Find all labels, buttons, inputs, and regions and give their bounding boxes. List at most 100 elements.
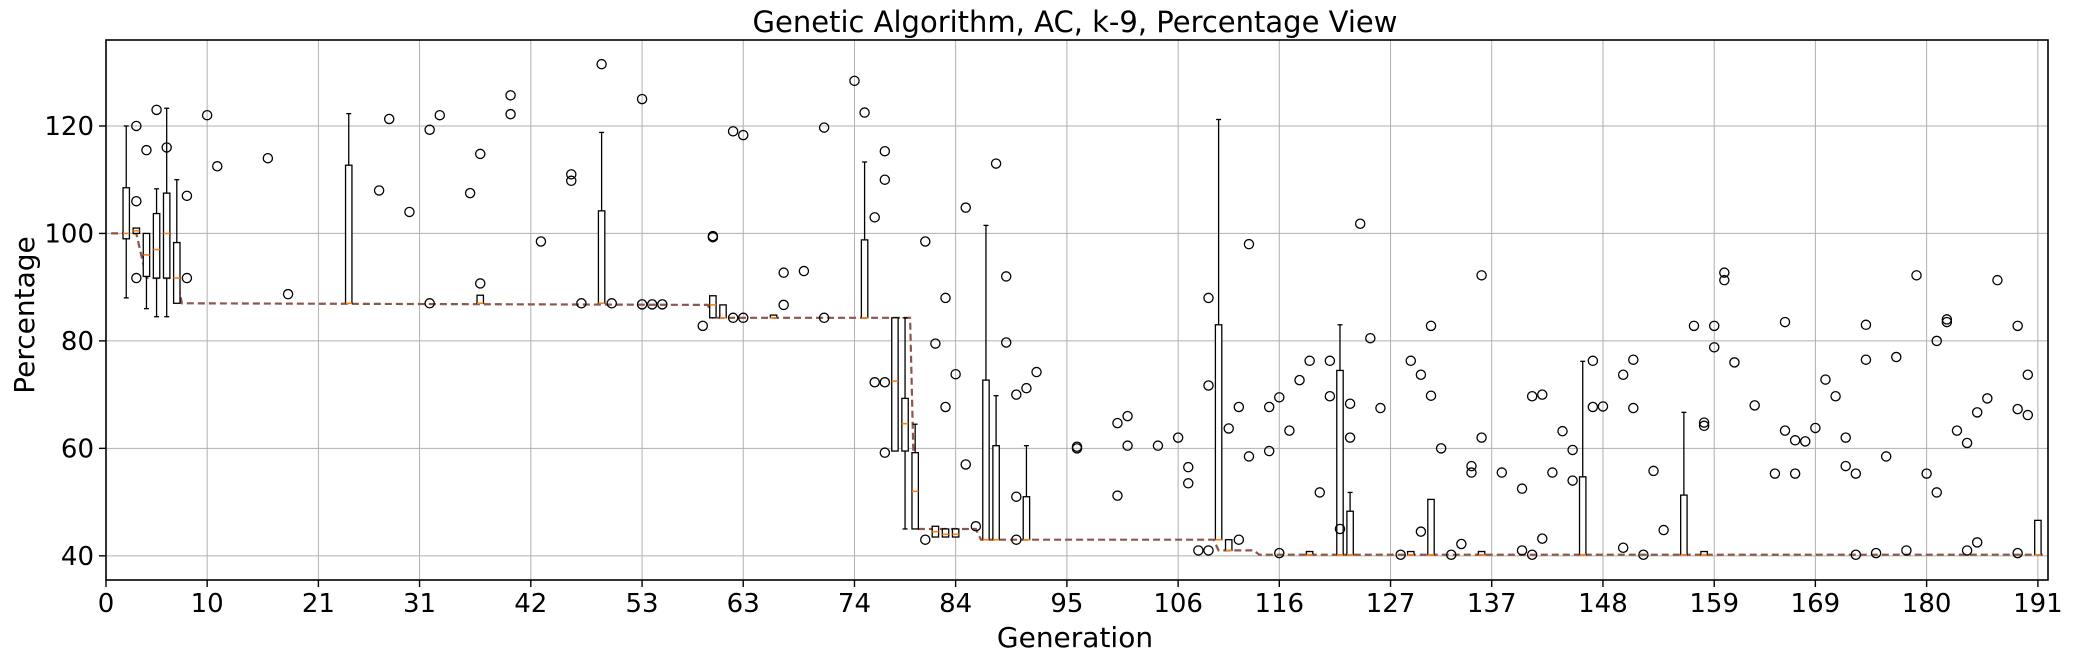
outlier-point	[697, 320, 709, 332]
x-tick-label: 106	[1153, 589, 1203, 619]
outlier-point	[1344, 432, 1356, 443]
outlier-point	[424, 124, 435, 135]
box-123	[1346, 491, 1354, 556]
box-122	[1336, 324, 1344, 556]
outlier-point	[282, 288, 294, 300]
outlier-point	[1891, 351, 1902, 363]
outlier-point	[1415, 369, 1427, 380]
outlier-point	[1405, 355, 1417, 367]
box-80	[911, 423, 920, 530]
outlier-point	[1243, 238, 1255, 250]
outlier-point	[1617, 369, 1629, 380]
outlier-point	[1274, 392, 1285, 403]
outlier-point	[1263, 401, 1275, 413]
x-tick-label: 127	[1366, 589, 1416, 619]
outlier-point	[1415, 526, 1427, 537]
outlier-point	[1183, 461, 1194, 473]
outlier-point	[1749, 400, 1760, 411]
outlier-point	[1961, 545, 1973, 556]
outlier-point	[1476, 432, 1487, 443]
outlier-point	[920, 534, 931, 545]
outlier-point	[1779, 425, 1791, 436]
outlier-point	[262, 152, 274, 164]
outlier-point	[1628, 402, 1639, 414]
outlier-point	[1800, 436, 1811, 447]
box-78	[891, 317, 899, 452]
outlier-point	[1526, 549, 1538, 560]
outlier-point	[1789, 435, 1801, 446]
x-tick-label: 169	[1791, 589, 1841, 619]
outlier-point	[1840, 460, 1851, 472]
box-37	[476, 294, 485, 305]
box-iqr	[982, 379, 990, 541]
box-88	[992, 395, 1000, 541]
outlier-point	[1466, 467, 1477, 478]
outlier-point	[879, 377, 891, 388]
box-7	[172, 179, 181, 304]
x-tick-label: 137	[1467, 589, 1517, 619]
outlier-point	[1931, 335, 1942, 347]
box-iqr	[2034, 519, 2042, 556]
outlier-point	[1779, 316, 1791, 328]
outlier-point	[727, 312, 739, 324]
x-tick-label: 21	[302, 589, 335, 619]
outlier-point	[1284, 425, 1295, 436]
box-66	[769, 314, 778, 319]
outlier-point	[818, 122, 830, 133]
outlier-point	[1769, 468, 1781, 479]
box-61	[719, 304, 727, 319]
outlier-point	[1031, 366, 1042, 378]
outlier-point	[1880, 451, 1892, 462]
box-82	[931, 525, 940, 538]
x-tick-label: 42	[514, 589, 547, 619]
outlier-point	[1011, 491, 1022, 502]
x-tick-label: 10	[191, 589, 224, 619]
x-axis-title: Generation	[997, 621, 1153, 654]
outlier-point	[1789, 468, 1801, 479]
outlier-point	[1860, 319, 1872, 331]
outlier-point	[2022, 409, 2034, 421]
outlier-point	[1597, 401, 1609, 412]
box-110	[1214, 118, 1223, 541]
outlier-point	[960, 459, 971, 470]
outlier-point	[606, 298, 617, 309]
outlier-point	[474, 278, 486, 289]
outlier-point	[181, 190, 193, 202]
outlier-point	[1011, 389, 1022, 400]
outlier-point	[1526, 390, 1538, 402]
outlier-point	[1152, 440, 1164, 451]
box-iqr	[1427, 498, 1435, 556]
outlier-point	[1425, 320, 1437, 332]
box-iqr	[1680, 494, 1688, 556]
outlier-point	[1203, 292, 1214, 304]
box-87	[982, 224, 990, 541]
box-iqr	[719, 304, 727, 319]
outlier-point	[1112, 490, 1123, 501]
outlier-point	[1719, 267, 1730, 278]
box-iqr	[597, 210, 606, 304]
outlier-point	[1587, 401, 1599, 413]
x-tick-label: 95	[1050, 589, 1083, 619]
outlier-point	[646, 299, 658, 310]
outlier-point	[1648, 465, 1659, 477]
outlier-point	[798, 265, 810, 277]
box-iqr	[860, 239, 869, 319]
box-iqr	[901, 397, 909, 452]
box-iqr	[122, 187, 131, 240]
outlier-point	[1425, 390, 1437, 401]
outlier-point	[1547, 467, 1558, 478]
outlier-point	[778, 267, 789, 278]
outlier-point	[1830, 390, 1841, 402]
box-111	[1224, 539, 1233, 552]
box-60	[709, 295, 717, 319]
x-tick-label: 84	[939, 589, 972, 619]
outlier-point	[1354, 218, 1366, 230]
box-4	[142, 232, 151, 310]
box-iqr	[1224, 539, 1233, 552]
outlier-point	[1537, 533, 1548, 544]
outlier-point	[1860, 354, 1872, 365]
x-tick-label: 31	[403, 589, 436, 619]
outlier-point	[879, 174, 891, 185]
outlier-point	[1344, 398, 1356, 410]
box-24	[344, 112, 353, 305]
